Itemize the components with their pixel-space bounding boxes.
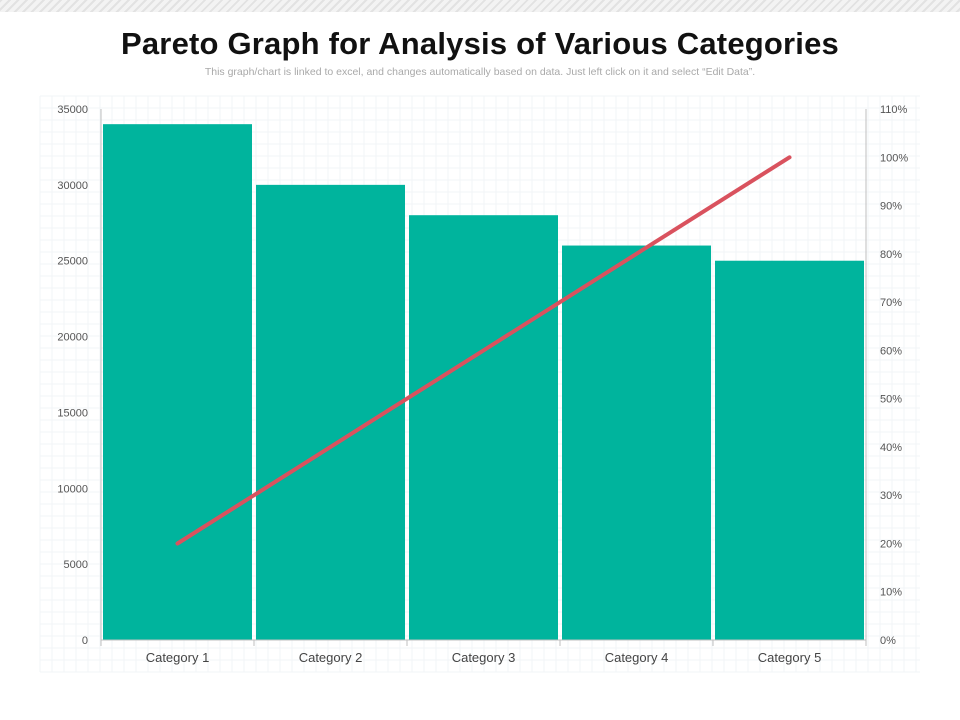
bar-5[interactable] xyxy=(715,260,864,640)
bar-2[interactable] xyxy=(256,184,405,640)
chart-axes xyxy=(100,109,867,646)
category-label: Category 2 xyxy=(299,650,363,665)
left-axis-tick-label: 35000 xyxy=(57,104,88,116)
axis-labels: 0 5000 10000 15000 20000 25000 30000 35000 0% 10%… xyxy=(57,104,908,665)
right-axis-tick-label: 30% xyxy=(880,490,902,502)
right-axis-tick-label: 70% xyxy=(880,297,902,309)
left-axis-tick-label: 5000 xyxy=(64,559,88,571)
category-label: Category 4 xyxy=(605,650,669,665)
left-axis-tick-label: 30000 xyxy=(57,180,88,192)
right-axis-tick-label: 60% xyxy=(880,345,902,357)
bar-3[interactable] xyxy=(409,215,558,640)
right-axis-tick-label: 50% xyxy=(880,394,902,406)
left-axis-tick-label: 25000 xyxy=(57,256,88,268)
right-axis-tick-label: 90% xyxy=(880,201,902,213)
right-axis-tick-label: 10% xyxy=(880,587,902,599)
category-label: Category 3 xyxy=(452,650,516,665)
category-label: Category 5 xyxy=(758,650,822,665)
left-axis-tick-label: 0 xyxy=(82,635,88,647)
left-axis-tick-label: 10000 xyxy=(57,483,88,495)
bar-1[interactable] xyxy=(103,124,252,640)
left-axis-tick-label: 20000 xyxy=(57,332,88,344)
left-axis-tick-label: 15000 xyxy=(57,407,88,419)
chart-subtitle: This graph/chart is linked to excel, and… xyxy=(204,66,756,78)
chart-title: Pareto Graph for Analysis of Various Cat… xyxy=(120,26,839,61)
cumulative-line-series xyxy=(175,155,792,546)
right-axis-tick-label: 0% xyxy=(880,635,896,647)
cumulative-line[interactable] xyxy=(175,155,792,546)
right-axis-tick-label: 80% xyxy=(880,249,902,261)
right-axis-tick-label: 40% xyxy=(880,442,902,454)
category-label: Category 1 xyxy=(146,650,210,665)
right-axis-tick-label: 100% xyxy=(880,152,908,164)
decorative-top-band xyxy=(0,0,960,12)
bar-series xyxy=(103,124,864,641)
right-axis-tick-label: 110% xyxy=(880,104,908,116)
bar-4[interactable] xyxy=(562,245,711,641)
right-axis-tick-label: 20% xyxy=(880,538,902,550)
